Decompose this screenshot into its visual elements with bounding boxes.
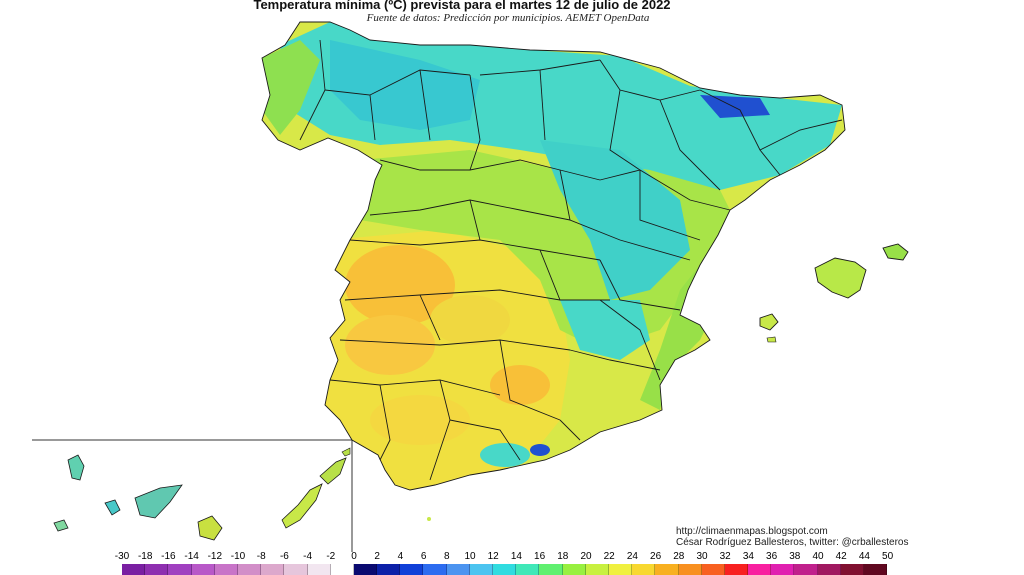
legend-label: -30: [114, 551, 130, 562]
legend-swatch: [377, 564, 401, 575]
legend-label: 0: [351, 551, 357, 562]
ceuta-melilla: [427, 517, 431, 521]
legend-swatch: [469, 564, 493, 575]
legend-swatch: [701, 564, 725, 575]
legend-swatch: [632, 564, 656, 575]
legend-label: 38: [789, 551, 801, 562]
legend-label: 50: [882, 551, 894, 562]
legend-swatch: [539, 564, 563, 575]
map-title-text: Temperatura mínima (ºC) prevista para el…: [253, 0, 671, 12]
legend-label: 2: [374, 551, 380, 562]
legend-label: 10: [464, 551, 476, 562]
legend-label: 34: [742, 551, 754, 562]
legend-label: -18: [137, 551, 153, 562]
legend-swatch: [237, 564, 262, 575]
legend-swatch: [168, 564, 192, 575]
legend-label: 14: [510, 551, 522, 562]
legend-swatch: [261, 564, 285, 575]
map-title: Temperatura mínima (ºC) prevista para el…: [0, 0, 1024, 12]
legend-swatch: [446, 564, 470, 575]
legend-label: 32: [719, 551, 731, 562]
legend-color-bar: [122, 564, 888, 575]
legend-label: 4: [397, 551, 404, 562]
balearic-islands: [759, 243, 909, 343]
legend-swatch: [423, 564, 447, 575]
legend-label: -8: [256, 551, 266, 562]
legend-label: -4: [303, 551, 313, 562]
legend-label: -16: [161, 551, 176, 562]
legend-swatch: [748, 564, 772, 575]
legend-label: -2: [326, 551, 336, 562]
mainland-spain: [261, 21, 846, 491]
legend-swatch: [817, 564, 841, 575]
legend-swatch: [585, 564, 609, 575]
map-subtitle-text: Fuente de datos: Predicción por municipi…: [366, 12, 650, 24]
legend-swatch: [191, 564, 215, 575]
legend-labels: -30 -18 -16 -14 -12 -10 -8 -6 -4 -2 0 2 4 6 8 10 12 14 16 1…: [112, 551, 942, 563]
legend-swatch: [655, 564, 679, 575]
credit-url: http://climaenmapas.blogspot.com: [676, 526, 828, 537]
legend-label: 6: [420, 551, 427, 562]
legend-label: -12: [207, 551, 223, 562]
legend-swatch: [400, 564, 424, 575]
legend-label: 42: [835, 551, 847, 562]
map-subtitle: Fuente de datos: Predicción por municipi…: [0, 12, 1024, 24]
legend-label: 24: [626, 551, 638, 562]
legend-swatch: [771, 564, 795, 575]
legend-swatch: [562, 564, 586, 575]
legend-label: -6: [279, 551, 289, 562]
legend-label: 30: [696, 551, 708, 562]
legend-label: 18: [557, 551, 569, 562]
legend-swatch: [724, 564, 749, 575]
legend-label: -10: [230, 551, 246, 562]
legend-label: 16: [534, 551, 546, 562]
legend-swatch: [122, 564, 146, 575]
legend-label: -14: [184, 551, 199, 562]
legend-label: 28: [673, 551, 685, 562]
credit-author: César Rodríguez Ballesteros, twitter: @c…: [676, 537, 909, 548]
legend-label: 36: [766, 551, 778, 562]
legend-label: 40: [812, 551, 824, 562]
legend-swatch: [678, 564, 702, 575]
legend-swatch: [284, 564, 308, 575]
legend-swatch: [864, 564, 888, 575]
legend-swatch: [493, 564, 517, 575]
legend-swatch: [353, 564, 378, 575]
legend-label: 22: [603, 551, 615, 562]
legend-swatch: [307, 564, 331, 575]
legend-label: 8: [444, 551, 450, 562]
legend-label: 12: [487, 551, 499, 562]
legend-swatch: [794, 564, 818, 575]
legend-swatch: [516, 564, 540, 575]
legend-label: 44: [858, 551, 870, 562]
legend-label: 26: [650, 551, 662, 562]
legend-label: 20: [580, 551, 592, 562]
province-borders: [261, 21, 846, 491]
legend-swatch: [214, 564, 238, 575]
legend-swatch: [840, 564, 864, 575]
canary-islands-inset: [32, 439, 353, 552]
legend-swatch: [330, 564, 354, 575]
legend-swatch: [608, 564, 633, 575]
legend-swatch: [145, 564, 169, 575]
